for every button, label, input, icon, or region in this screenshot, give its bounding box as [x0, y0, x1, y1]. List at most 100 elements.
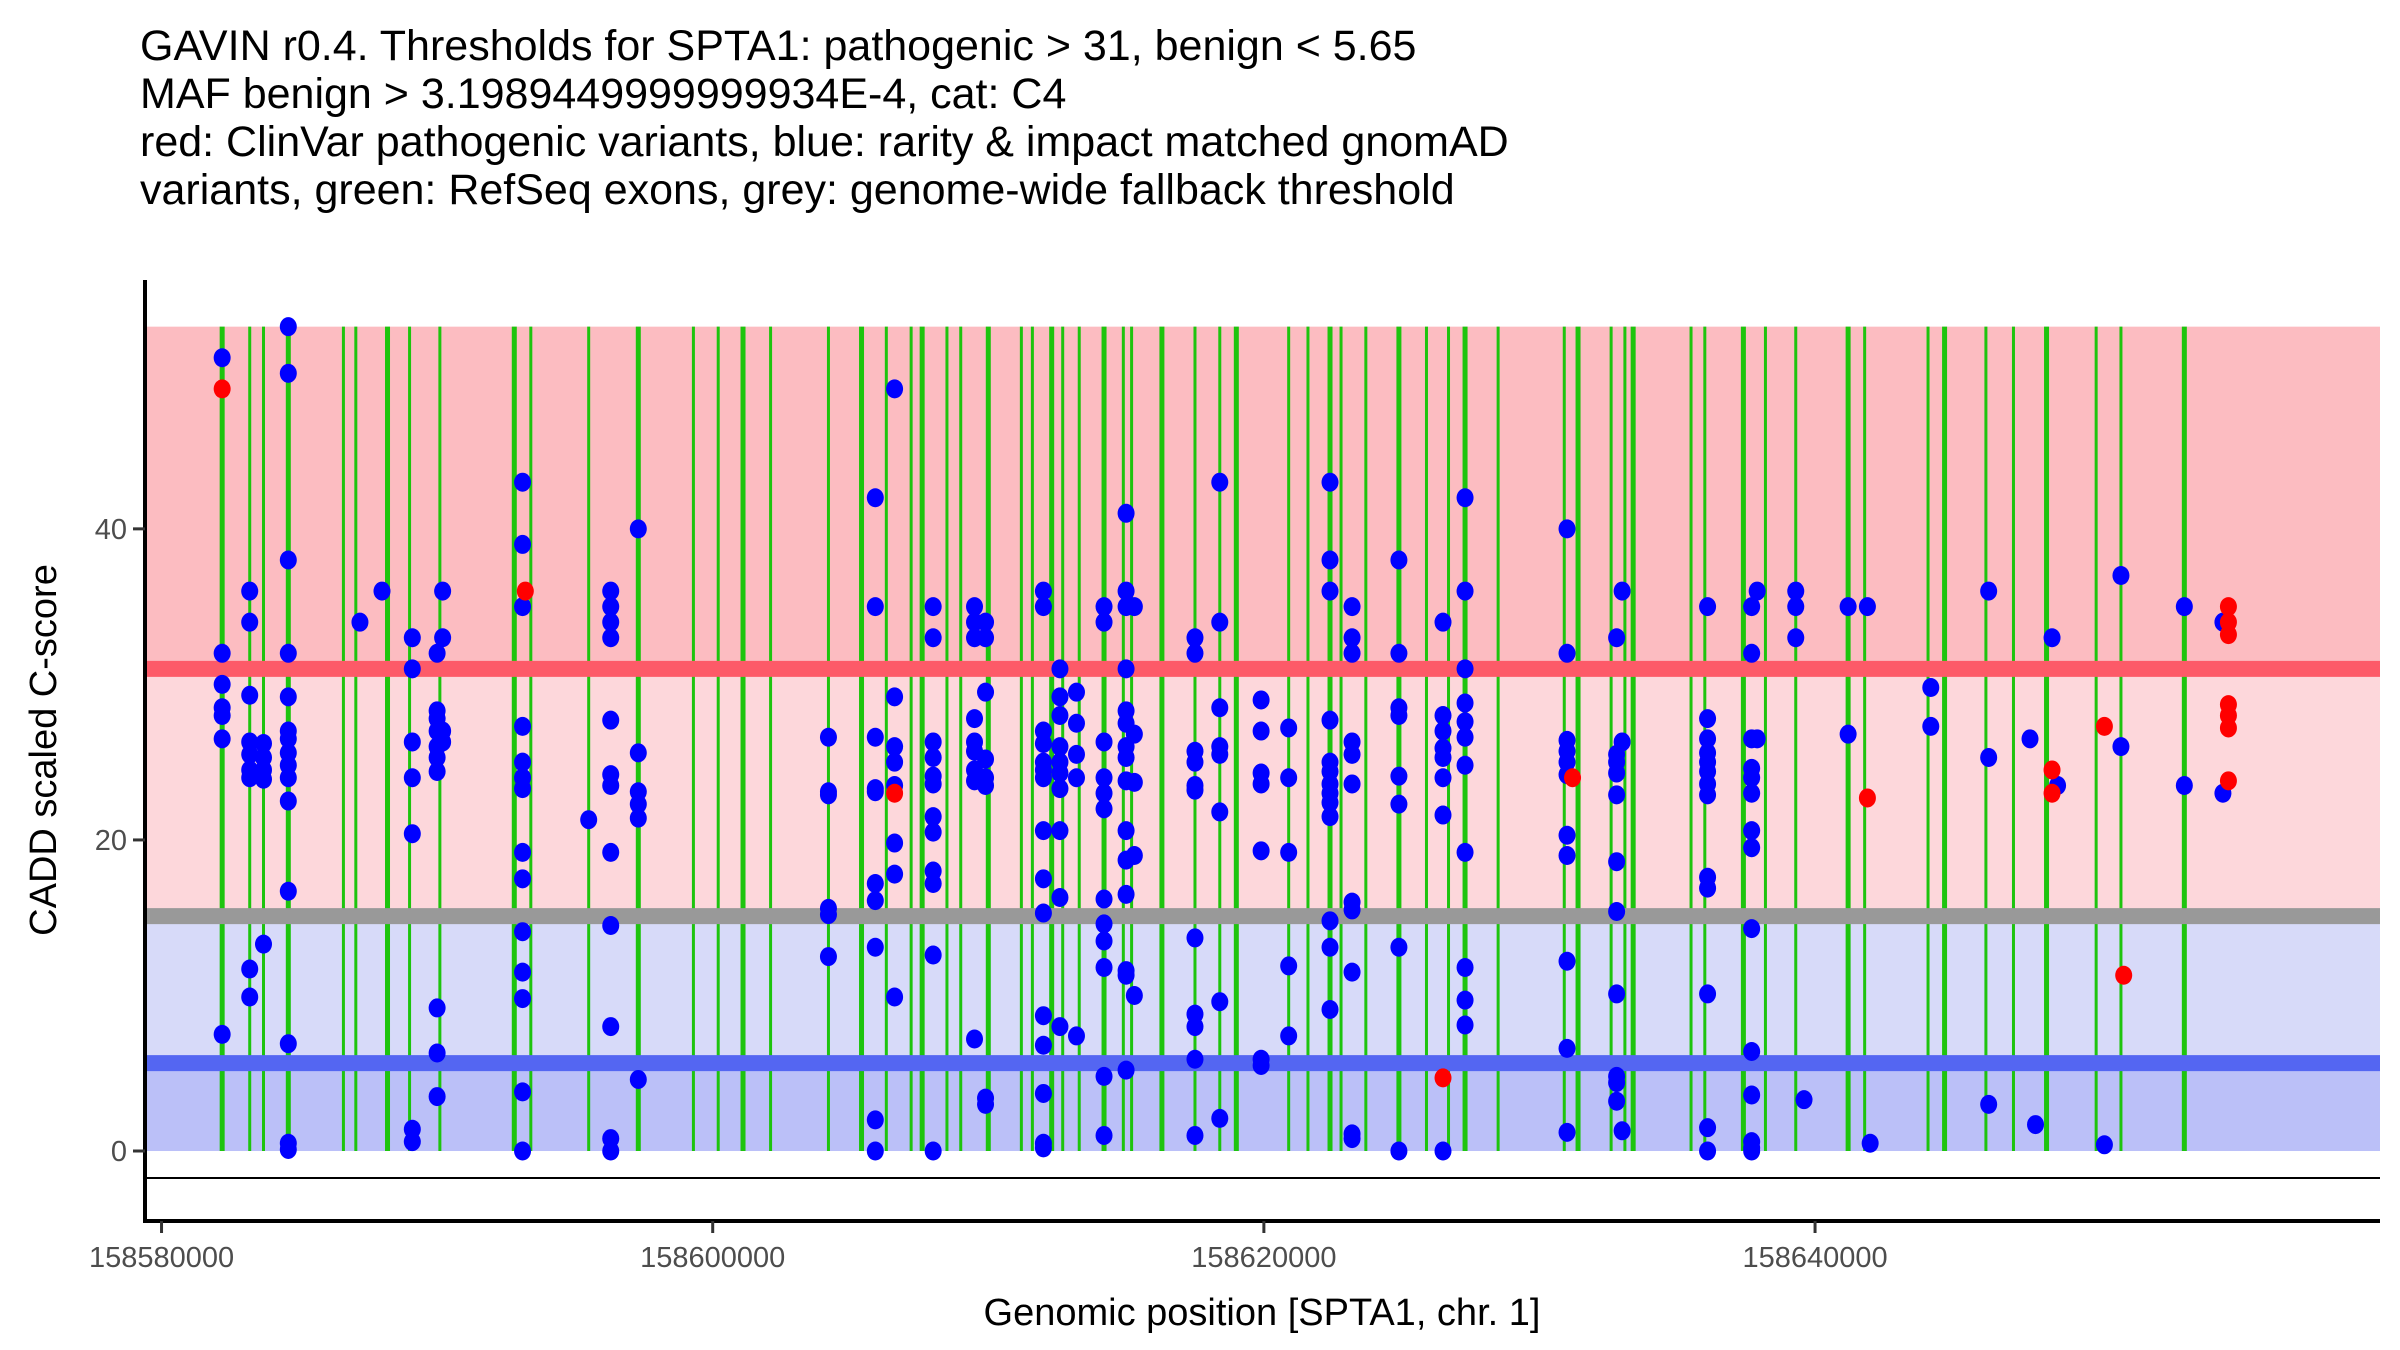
gnomad-point [886, 737, 904, 757]
gnomad-point [1252, 721, 1270, 741]
gnomad-point [1980, 1094, 1998, 1114]
gnomad-point [1095, 889, 1113, 909]
gnomad-point [602, 775, 620, 795]
gnomad-point [1980, 747, 1998, 767]
gnomad-point [1434, 805, 1452, 825]
gnomad-point [1343, 774, 1361, 794]
gnomad-point [1125, 845, 1143, 865]
gnomad-point [1117, 965, 1135, 985]
gnomad-point [1743, 1141, 1761, 1161]
gnomad-point [1699, 878, 1717, 898]
gnomad-point [1787, 581, 1805, 601]
gnomad-point [1343, 962, 1361, 982]
gnomad-point [1051, 779, 1069, 799]
clinvar-point [2219, 771, 2237, 791]
gnomad-point [213, 348, 231, 368]
gnomad-point [924, 628, 942, 648]
gnomad-point [1390, 1141, 1408, 1161]
gnomad-point [1608, 628, 1626, 648]
gnomad-point [1922, 716, 1940, 736]
gnomad-point [403, 1132, 421, 1152]
gnomad-point [1095, 931, 1113, 951]
x-tick-label: 158640000 [1742, 1242, 1887, 1274]
gnomad-point [1743, 597, 1761, 617]
gnomad-point [255, 769, 273, 789]
gnomad-point [279, 317, 297, 337]
gnomad-point [514, 752, 532, 772]
gnomad-point [428, 643, 446, 663]
gnomad-point [629, 1069, 647, 1089]
gnomad-point [1280, 842, 1298, 862]
gnomad-point [279, 687, 297, 707]
gnomad-point [2112, 737, 2130, 757]
gnomad-point [2112, 566, 2130, 586]
gnomad-point [866, 488, 884, 508]
gnomad-point [514, 989, 532, 1009]
gnomad-point [1434, 706, 1452, 726]
title-line: red: ClinVar pathogenic variants, blue: … [140, 118, 1509, 166]
gnomad-point [514, 1082, 532, 1102]
gnomad-point [514, 779, 532, 799]
gnomad-point [1034, 597, 1052, 617]
gnomad-point [866, 1141, 884, 1161]
gnomad-point [924, 732, 942, 752]
gnomad-point [1699, 984, 1717, 1004]
gnomad-point [1558, 1038, 1576, 1058]
gnomad-point [1125, 985, 1143, 1005]
gnomad-point [213, 674, 231, 694]
gnomad-point [1095, 612, 1113, 632]
gnomad-point [1186, 1049, 1204, 1069]
gnomad-point [1608, 1091, 1626, 1111]
gnomad-point [629, 794, 647, 814]
gnomad-point [428, 761, 446, 781]
gnomad-point [1858, 597, 1876, 617]
y-axis-title: CADD scaled C-score [23, 564, 65, 936]
chart-title: GAVIN r0.4. Thresholds for SPTA1: pathog… [140, 22, 1509, 214]
gnomad-point [602, 710, 620, 730]
gnomad-point [1067, 768, 1085, 788]
gnomad-point [514, 922, 532, 942]
gnomad-point [1067, 744, 1085, 764]
gnomad-point [514, 1141, 532, 1161]
gnomad-point [1034, 1035, 1052, 1055]
gnomad-point [1186, 752, 1204, 772]
gnomad-point [977, 775, 995, 795]
gnomad-point [1390, 794, 1408, 814]
gnomad-point [866, 727, 884, 747]
gnomad-point [1211, 744, 1229, 764]
gnomad-point [819, 905, 837, 925]
gnomad-point [886, 864, 904, 884]
gnomad-point [1117, 747, 1135, 767]
gnomad-point [403, 659, 421, 679]
gnomad-point [514, 869, 532, 889]
gnomad-point [886, 833, 904, 853]
gnomad-point [1787, 628, 1805, 648]
gnomad-point [1434, 612, 1452, 632]
gnomad-point [2175, 775, 2193, 795]
gnomad-point [514, 842, 532, 862]
gnomad-point [1051, 737, 1069, 757]
title-line: GAVIN r0.4. Thresholds for SPTA1: pathog… [140, 22, 1417, 70]
gnomad-point [1390, 766, 1408, 786]
gnomad-point [241, 685, 259, 705]
gnomad-point [924, 822, 942, 842]
clinvar-point [1858, 788, 1876, 808]
gnomad-point [279, 1139, 297, 1159]
gnomad-point [1095, 597, 1113, 617]
title-line: variants, green: RefSeq exons, grey: gen… [140, 166, 1455, 214]
gnomad-point [1861, 1133, 1879, 1153]
gnomad-point [1252, 841, 1270, 861]
gnomad-point [1186, 780, 1204, 800]
gnomad-point [403, 628, 421, 648]
gnomad-point [403, 732, 421, 752]
gnomad-point [1211, 992, 1229, 1012]
gnomad-point [241, 612, 259, 632]
gnomad-point [819, 727, 837, 747]
gnomad-point [1613, 732, 1631, 752]
gnomad-point [1699, 1141, 1717, 1161]
gnomad-point [1252, 774, 1270, 794]
gnomad-point [819, 785, 837, 805]
gnomad-point [279, 1034, 297, 1054]
gnomad-point [629, 743, 647, 763]
